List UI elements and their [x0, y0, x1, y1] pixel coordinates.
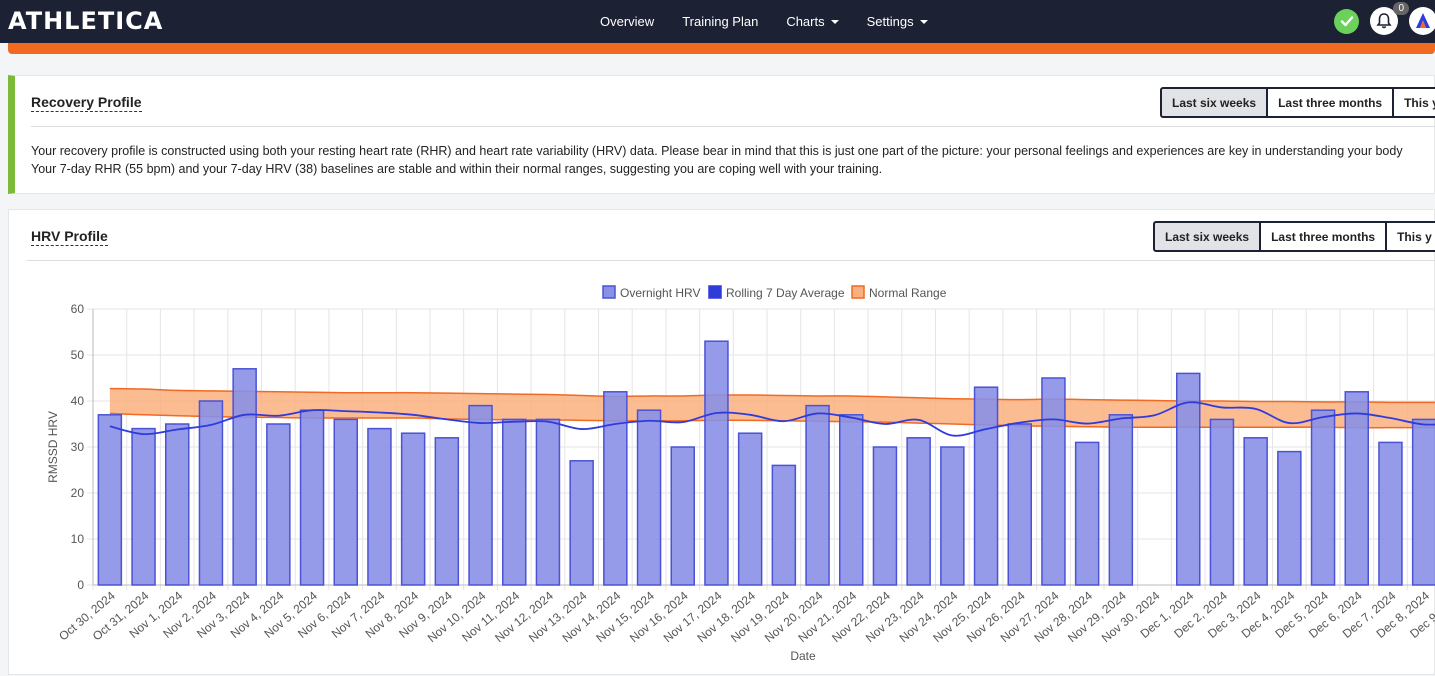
recovery-text-line-2: Your 7-day RHR (55 bpm) and your 7-day H…	[31, 162, 883, 176]
legend-normal-range-swatch	[851, 285, 865, 299]
notification-count-badge: 0	[1393, 2, 1409, 15]
top-navbar: ATHLETICA Overview Training Plan Charts …	[0, 0, 1435, 43]
legend-overnight-hrv-label: Overnight HRV	[620, 286, 700, 300]
divider	[27, 260, 1435, 261]
y-axis-title: RMSSD HRV	[46, 411, 60, 483]
hrv-bar	[1041, 377, 1066, 586]
nav-charts-label: Charts	[786, 14, 825, 29]
hrv-btn-this-year[interactable]: This y	[1385, 221, 1435, 252]
divider	[31, 126, 1435, 127]
hrv-bar	[1108, 414, 1134, 586]
notifications-button[interactable]: 0	[1370, 2, 1409, 35]
y-tick-label: 60	[71, 302, 85, 316]
hrv-bar	[636, 409, 662, 586]
legend-rolling-average-label: Rolling 7 Day Average	[726, 286, 845, 300]
hrv-bar	[805, 404, 830, 586]
hrv-bar	[535, 418, 561, 586]
bell-icon	[1370, 7, 1398, 35]
hrv-bar	[468, 404, 493, 586]
x-axis-title: Date	[790, 649, 816, 663]
y-tick-label: 30	[71, 440, 85, 454]
recovery-range-toggle: Last six weeks Last three months This y	[1160, 87, 1435, 118]
hrv-range-toggle: Last six weeks Last three months This y	[1153, 221, 1435, 252]
y-tick-label: 20	[71, 486, 85, 500]
rolling-average-line	[109, 401, 1435, 437]
legend-overnight-hrv-swatch	[602, 285, 616, 299]
nav-overview-label: Overview	[600, 14, 655, 29]
hrv-bar	[165, 423, 190, 586]
avatar-logo-icon	[1416, 13, 1430, 28]
hrv-bar	[940, 446, 965, 586]
hrv-bar	[906, 437, 931, 586]
nav-settings-label: Settings	[866, 14, 914, 29]
recovery-btn-three-months[interactable]: Last three months	[1266, 87, 1395, 118]
nav-training-plan-label: Training Plan	[682, 14, 759, 29]
hrv-bar	[670, 446, 695, 586]
legend-normal-range-label: Normal Range	[869, 286, 947, 300]
hrv-bar	[1277, 450, 1302, 586]
hrv-bar	[266, 423, 291, 586]
recovery-text-line-1: Your recovery profile is constructed usi…	[31, 144, 1403, 158]
y-tick-label: 10	[71, 532, 85, 546]
hrv-btn-six-weeks[interactable]: Last six weeks	[1153, 221, 1262, 252]
nav-charts-dropdown[interactable]: Charts	[786, 14, 839, 29]
y-tick-label: 0	[77, 578, 84, 592]
hrv-bar	[737, 432, 763, 586]
hrv-bar	[400, 432, 426, 586]
hrv-bar	[839, 414, 864, 586]
legend-rolling-average-swatch	[708, 285, 722, 299]
nav-training-plan[interactable]: Training Plan	[682, 14, 758, 29]
chevron-down-icon	[919, 19, 928, 24]
hrv-bar	[872, 446, 898, 586]
hrv-bar	[1209, 418, 1235, 586]
hrv-profile-card: HRV Profile Last six weeks Last three mo…	[8, 209, 1435, 675]
hrv-bar	[232, 368, 257, 586]
hrv-bar	[1007, 423, 1032, 586]
hrv-bar	[299, 409, 325, 586]
hrv-bar	[131, 427, 156, 586]
hrv-bar	[1310, 409, 1336, 586]
hrv-bar	[333, 418, 358, 586]
check-circle-icon[interactable]	[1334, 8, 1359, 34]
hrv-bar	[569, 460, 594, 586]
hrv-bar	[1378, 441, 1403, 586]
nav-overview[interactable]: Overview	[600, 14, 654, 29]
hrv-bar	[704, 340, 729, 586]
hrv-profile-title[interactable]: HRV Profile	[31, 228, 108, 246]
hrv-bar	[771, 464, 797, 586]
nav-right-icons: 0	[1334, 2, 1435, 35]
hrv-bar	[1411, 418, 1435, 586]
avatar[interactable]	[1409, 7, 1435, 35]
recovery-profile-card: Recovery Profile Last six weeks Last thr…	[8, 75, 1435, 194]
hrv-bar	[434, 437, 460, 586]
recovery-description: Your recovery profile is constructed usi…	[31, 142, 1403, 178]
recovery-btn-this-year[interactable]: This y	[1392, 87, 1435, 118]
main-nav: Overview Training Plan Charts Settings	[586, 0, 942, 43]
recovery-profile-title[interactable]: Recovery Profile	[31, 94, 142, 112]
y-tick-label: 40	[71, 394, 85, 408]
hrv-bar	[1176, 372, 1201, 586]
hrv-bar	[367, 427, 392, 586]
hrv-bar	[97, 414, 123, 586]
hrv-bar	[973, 386, 999, 586]
hrv-bar	[198, 400, 224, 586]
hrv-bar	[502, 418, 527, 586]
normal-range-upper-line	[109, 387, 1435, 404]
nav-settings-dropdown[interactable]: Settings	[867, 14, 928, 29]
hrv-bar	[603, 391, 628, 586]
hrv-bar	[1074, 441, 1100, 586]
recovery-btn-six-weeks[interactable]: Last six weeks	[1160, 87, 1269, 118]
hrv-bar	[1243, 437, 1268, 586]
chevron-down-icon	[830, 19, 839, 24]
brand-logo[interactable]: ATHLETICA	[8, 7, 164, 35]
hrv-bar	[1344, 391, 1369, 586]
status-banner-strip	[8, 43, 1435, 54]
y-tick-label: 50	[71, 348, 85, 362]
